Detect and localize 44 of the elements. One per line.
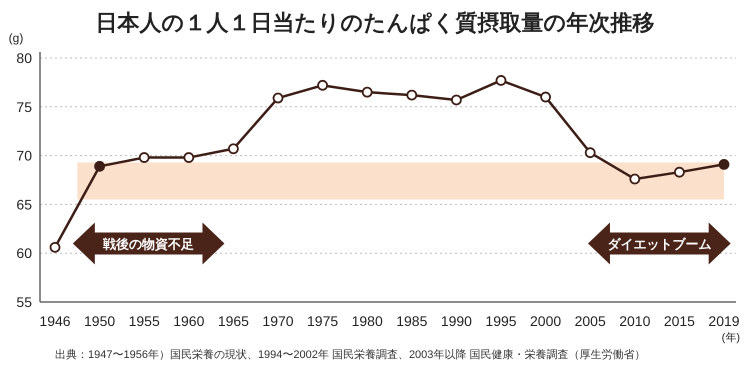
annotation: ダイエットブーム [607,236,712,252]
x-tick-label: 1995 [485,313,517,329]
y-tick-label: 65 [16,196,32,212]
x-tick-label: 1970 [262,313,294,329]
x-tick-label: 2015 [664,313,696,329]
point [228,143,239,154]
x-tick-label: 1950 [84,313,116,329]
y-tick-label: 60 [16,245,32,262]
x-tick-label: 1965 [218,313,250,329]
x-tick-label: 1985 [396,313,428,329]
point [718,158,730,170]
point [451,94,462,106]
x-tick-label: 1980 [352,313,383,329]
x-tick-label: 1975 [307,313,338,329]
chart-title: 日本人の１人１日当たりのたんぱく質摂取量の年次推移 [96,10,654,35]
x-tick-label: 2019 [708,313,740,329]
x-tick-label: 2000 [530,313,562,329]
x-axis-title: (年) [722,332,740,344]
source-note: 出典：1947〜1956年）国民栄養の現状、1994〜2002年 国民栄養調査、2003年以降 国民健康・栄養調査（厚生労働省） [55,348,646,361]
y-tick-label: 80 [16,50,32,66]
point [138,152,150,163]
x-tick-label: 1946 [39,313,71,329]
point [183,152,194,163]
x-tick-label: 2010 [619,313,651,329]
point [317,80,328,91]
point [272,92,284,104]
point [674,166,685,178]
point [540,92,551,102]
y-tick-label: 70 [16,148,32,164]
point [629,174,640,184]
x-tick-label: 1990 [440,313,472,329]
y-tick-label: 75 [16,98,32,115]
point [406,90,418,100]
y-tick-label: 55 [16,294,32,310]
point [496,75,506,86]
annotation: 戦後の物資不足 [102,236,194,252]
point [584,147,596,158]
y-axis-title: (g) [8,31,24,45]
x-tick-label: 2005 [574,313,606,329]
point [362,86,373,98]
point [50,242,60,253]
point [94,160,105,172]
x-tick-label: 1955 [128,313,160,329]
x-tick-label: 1960 [173,313,205,329]
